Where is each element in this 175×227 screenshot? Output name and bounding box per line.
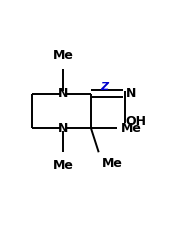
- Text: OH: OH: [125, 115, 146, 128]
- Text: Me: Me: [121, 122, 142, 135]
- Text: N: N: [58, 122, 69, 135]
- Text: Me: Me: [53, 49, 74, 62]
- Text: N: N: [58, 87, 69, 100]
- Text: Me: Me: [102, 157, 123, 170]
- Text: N: N: [125, 87, 136, 100]
- Text: Me: Me: [53, 159, 74, 172]
- Text: Z: Z: [100, 82, 108, 92]
